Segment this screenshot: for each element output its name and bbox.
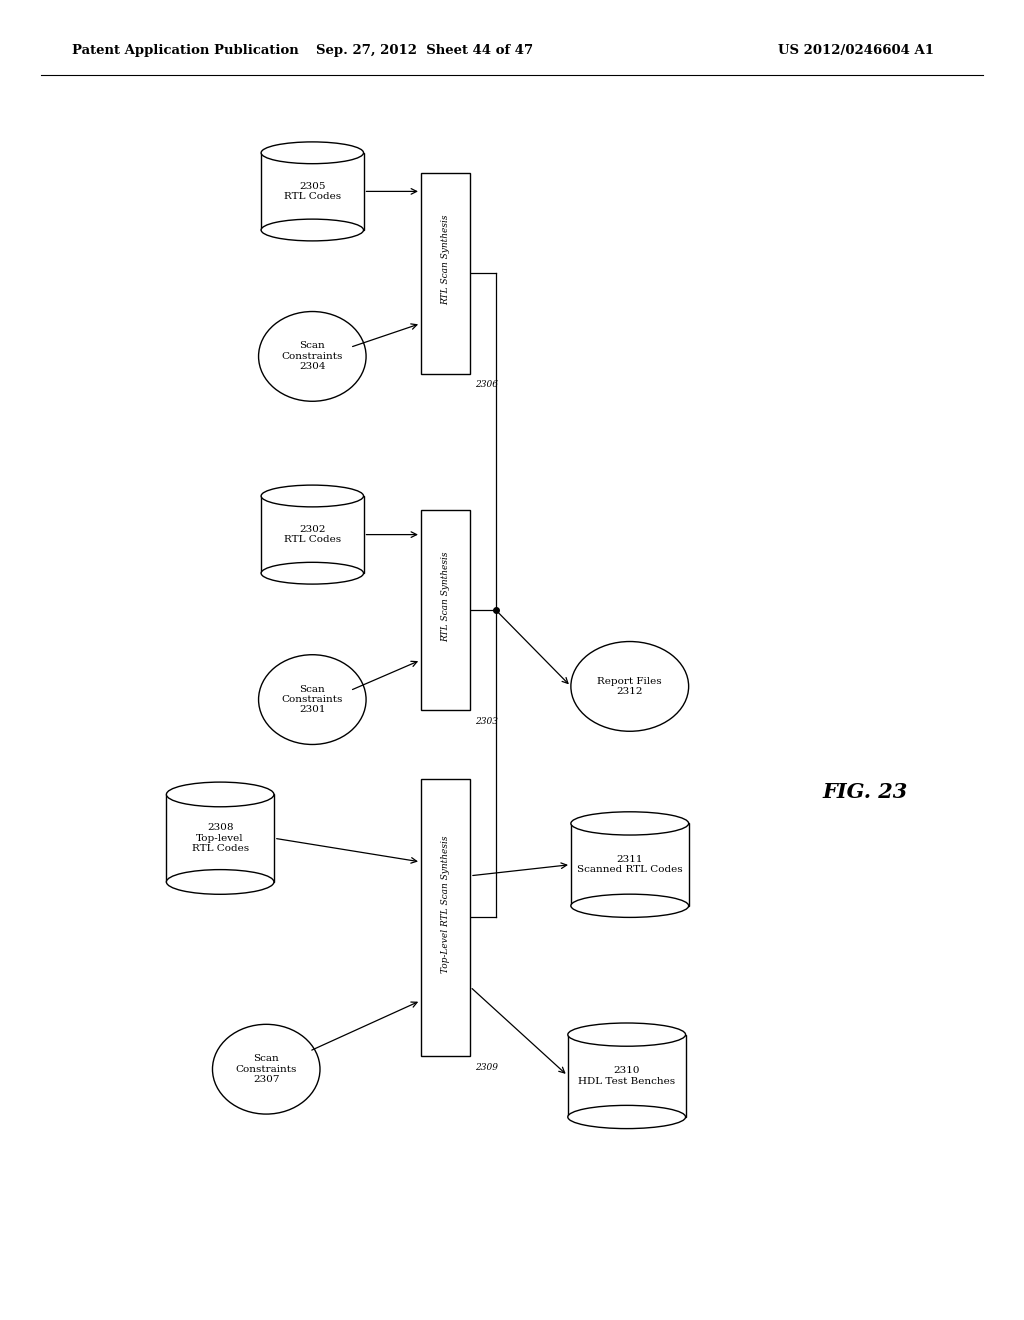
Bar: [261, 496, 364, 573]
Text: Patent Application Publication: Patent Application Publication: [72, 44, 298, 57]
Text: FIG. 23: FIG. 23: [822, 781, 908, 803]
Ellipse shape: [166, 781, 274, 807]
Text: Report Files
2312: Report Files 2312: [597, 677, 663, 696]
Ellipse shape: [567, 1023, 686, 1047]
Text: 2305
RTL Codes: 2305 RTL Codes: [284, 182, 341, 201]
Text: 2303: 2303: [475, 717, 498, 726]
Text: RTL Scan Synthesis: RTL Scan Synthesis: [441, 215, 450, 305]
Bar: [166, 795, 274, 882]
Text: 2311
Scanned RTL Codes: 2311 Scanned RTL Codes: [577, 855, 683, 874]
Text: Scan
Constraints
2304: Scan Constraints 2304: [282, 342, 343, 371]
Bar: [261, 153, 364, 230]
Text: Top-Level RTL Scan Synthesis: Top-Level RTL Scan Synthesis: [441, 836, 450, 973]
Ellipse shape: [258, 655, 367, 744]
Ellipse shape: [571, 894, 688, 917]
Ellipse shape: [258, 312, 367, 401]
Ellipse shape: [571, 812, 688, 836]
Ellipse shape: [261, 219, 364, 242]
Bar: [421, 173, 470, 374]
Text: 2308
Top-level
RTL Codes: 2308 Top-level RTL Codes: [191, 824, 249, 853]
Ellipse shape: [571, 642, 688, 731]
Text: 2306: 2306: [475, 380, 498, 389]
Ellipse shape: [261, 486, 364, 507]
Ellipse shape: [166, 870, 274, 895]
Text: RTL Scan Synthesis: RTL Scan Synthesis: [441, 552, 450, 642]
Bar: [421, 779, 470, 1056]
Ellipse shape: [261, 562, 364, 583]
Text: Scan
Constraints
2301: Scan Constraints 2301: [282, 685, 343, 714]
Ellipse shape: [567, 1105, 686, 1129]
Bar: [571, 824, 688, 906]
Bar: [567, 1035, 686, 1117]
Text: 2309: 2309: [475, 1063, 498, 1072]
Ellipse shape: [213, 1024, 319, 1114]
Text: Sep. 27, 2012  Sheet 44 of 47: Sep. 27, 2012 Sheet 44 of 47: [316, 44, 534, 57]
Bar: [421, 510, 470, 710]
Text: 2310
HDL Test Benches: 2310 HDL Test Benches: [579, 1067, 675, 1085]
Ellipse shape: [261, 141, 364, 164]
Text: Scan
Constraints
2307: Scan Constraints 2307: [236, 1055, 297, 1084]
Text: 2302
RTL Codes: 2302 RTL Codes: [284, 525, 341, 544]
Text: US 2012/0246604 A1: US 2012/0246604 A1: [778, 44, 934, 57]
